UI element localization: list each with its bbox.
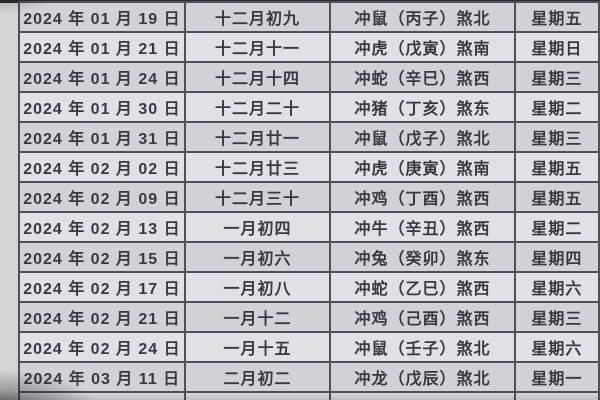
cell-gregorian-date: 2024 年 02 月 24 日 — [18, 331, 186, 363]
cell-weekday: 星期三 — [513, 301, 600, 333]
table-row: 2024 年 01 月 31 日十二月廿一 冲鼠（戊子）煞北 星期三 — [18, 121, 600, 153]
cell-weekday: 星期五 — [513, 181, 600, 213]
table-row: 2024 年 01 月 30 日十二月二十 冲猪（丁亥）煞东 星期二 — [18, 91, 600, 123]
cell-gregorian-date: 2024 年 02 月 02 日 — [18, 151, 186, 183]
cell-weekday: 星期四 — [513, 241, 600, 273]
cell-lunar-date: 十二月廿三 — [183, 151, 332, 183]
cell-clash-direction: 冲鼠（戊子）煞北 — [329, 121, 516, 153]
cell-clash-direction: 冲虎（庚寅）煞南 — [329, 151, 516, 183]
cell-gregorian-date: 2024 年 01 月 19 日 — [18, 1, 186, 33]
cell-weekday: 星期二 — [513, 91, 600, 123]
cell-weekday: 星期五 — [513, 1, 600, 33]
table-row: 2024 年 02 月 17 日一月初八 冲蛇（乙巳）煞西 星期六 — [18, 271, 600, 303]
cell-gregorian-date: 2024 年 02 月 15 日 — [18, 241, 186, 273]
cell-clash-direction: 冲兔（癸卯）煞东 — [329, 241, 516, 273]
cell-clash-direction: 冲蛇（乙巳）煞西 — [329, 271, 516, 303]
cell-clash-direction: 冲鼠（丙子）煞北 — [329, 1, 516, 33]
cell-weekday: 星期三 — [513, 61, 600, 93]
cell-clash-direction: 冲蛇（辛巳）煞西 — [329, 61, 516, 93]
cell-gregorian-date: 2024 年 01 月 30 日 — [18, 91, 186, 123]
table-row: 2024 年 01 月 19 日十二月初九 冲鼠（丙子）煞北 星期五 — [18, 1, 600, 33]
cell-lunar-date: 十二月二十 — [183, 91, 332, 123]
cell-gregorian-date: 2024 年 02 月 21 日 — [18, 301, 186, 333]
table-row: 2024 年 02 月 13 日一月初四 冲牛（辛丑）煞西 星期二 — [18, 211, 600, 243]
cell-lunar-date: 一月初四 — [183, 211, 332, 243]
cell-gregorian-date: 2024 年 01 月 21 日 — [18, 31, 186, 63]
cell-lunar-date: 二月初二 — [183, 361, 332, 393]
cell-clash-direction: 冲龙（戊辰）煞北 — [329, 361, 516, 393]
cell-lunar-date: 十二月十四 — [183, 61, 332, 93]
lunar-almanac-table: 2024 年 01 月 19 日十二月初九 冲鼠（丙子）煞北 星期五 2024 年 0… — [18, 1, 600, 400]
cell-weekday: 星期一 — [513, 361, 600, 393]
cell-lunar-date: 十二月廿一 — [183, 121, 332, 153]
empty-cell — [18, 391, 186, 400]
cell-weekday: 星期日 — [513, 31, 600, 63]
cell-weekday: 星期三 — [513, 121, 600, 153]
cell-lunar-date: 一月十五 — [183, 331, 332, 363]
cell-lunar-date: 一月初八 — [183, 271, 332, 303]
table-row: 2024 年 02 月 02 日十二月廿三 冲虎（庚寅）煞南 星期五 — [18, 151, 600, 183]
almanac-table-body: 2024 年 01 月 19 日十二月初九 冲鼠（丙子）煞北 星期五 2024 年 0… — [18, 1, 600, 400]
cell-clash-direction: 冲鼠（壬子）煞北 — [329, 331, 516, 363]
table-row-partial — [18, 391, 600, 400]
cell-lunar-date: 一月十二 — [183, 301, 332, 333]
cell-clash-direction: 冲牛（辛丑）煞西 — [329, 211, 516, 243]
cell-gregorian-date: 2024 年 02 月 17 日 — [18, 271, 186, 303]
empty-cell — [513, 391, 600, 400]
cell-clash-direction: 冲猪（丁亥）煞东 — [329, 91, 516, 123]
cell-lunar-date: 十二月十一 — [183, 31, 332, 63]
cell-gregorian-date: 2024 年 02 月 13 日 — [18, 211, 186, 243]
cell-lunar-date: 十二月初九 — [183, 1, 332, 33]
cell-lunar-date: 十二月三十 — [183, 181, 332, 213]
cell-gregorian-date: 2024 年 01 月 31 日 — [18, 121, 186, 153]
cell-weekday: 星期五 — [513, 151, 600, 183]
table-row: 2024 年 01 月 21 日十二月十一 冲虎（戊寅）煞南 星期日 — [18, 31, 600, 63]
table-row: 2024 年 02 月 21 日一月十二 冲鸡（己酉）煞西 星期三 — [18, 301, 600, 333]
empty-cell — [183, 391, 332, 400]
cell-clash-direction: 冲虎（戊寅）煞南 — [329, 31, 516, 63]
table-row: 2024 年 02 月 24 日一月十五 冲鼠（壬子）煞北 星期六 — [18, 331, 600, 363]
table-row: 2024 年 01 月 24 日十二月十四 冲蛇（辛巳）煞西 星期三 — [18, 61, 600, 93]
table-row: 2024 年 02 月 09 日十二月三十 冲鸡（丁酉）煞西 星期五 — [18, 181, 600, 213]
cell-gregorian-date: 2024 年 03 月 11 日 — [18, 361, 186, 393]
cell-weekday: 星期二 — [513, 211, 600, 243]
cell-clash-direction: 冲鸡（丁酉）煞西 — [329, 181, 516, 213]
cell-weekday: 星期六 — [513, 271, 600, 303]
cell-clash-direction: 冲鸡（己酉）煞西 — [329, 301, 516, 333]
table-row: 2024 年 03 月 11 日二月初二 冲龙（戊辰）煞北 星期一 — [18, 361, 600, 393]
cell-gregorian-date: 2024 年 02 月 09 日 — [18, 181, 186, 213]
empty-cell — [329, 391, 516, 400]
table-row: 2024 年 02 月 15 日一月初六 冲兔（癸卯）煞东 星期四 — [18, 241, 600, 273]
cell-gregorian-date: 2024 年 01 月 24 日 — [18, 61, 186, 93]
cell-weekday: 星期六 — [513, 331, 600, 363]
cell-lunar-date: 一月初六 — [183, 241, 332, 273]
